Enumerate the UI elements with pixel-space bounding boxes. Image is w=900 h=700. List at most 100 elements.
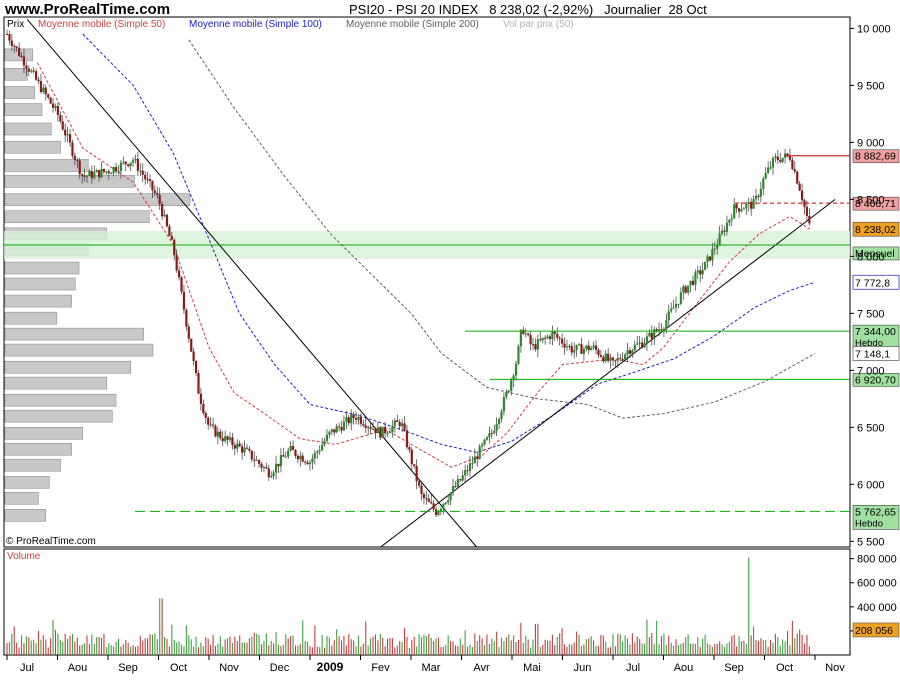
candle-body [803,200,806,207]
candle-body [248,448,251,451]
candle-body [216,431,219,437]
candle-body [796,171,799,184]
y-tick-label: 9 000 [857,137,885,149]
candle-body [691,280,695,285]
candle-body [270,476,273,478]
candle-body [742,208,745,210]
up-trendline [380,198,836,548]
volume-profile-bar [4,140,61,154]
candle-body [413,464,416,466]
candle-body [318,450,321,452]
candle-body [272,472,275,477]
candle-body [192,351,195,362]
level-tag [852,373,900,387]
candle-body [730,218,733,220]
candle-body [221,438,224,442]
x-tick-label: Sep [118,662,138,674]
volume-profile-bar [4,427,83,440]
volume-profile-bar [4,261,80,275]
candle-body [786,153,789,156]
candle-body [294,450,297,456]
candle-body [640,342,644,348]
candle-body [575,344,578,350]
candle-body [677,303,680,305]
candle-body [141,170,144,175]
candle-body [548,336,552,340]
candle-body [127,164,130,167]
candle-body [284,456,287,458]
candle-body [122,161,125,163]
ma50-line [36,62,811,468]
candle-body [313,452,316,459]
candle-body [616,358,619,361]
candle-body [308,462,312,465]
candle-body [299,455,302,460]
candle-body [599,355,602,357]
candle-body [18,47,21,56]
candle-body [90,171,93,179]
candle-body [662,328,666,331]
candle-body [638,342,641,344]
candle-body [95,170,98,173]
candle-body [253,459,256,461]
candle-body [231,437,234,446]
candle-body [134,158,137,161]
candle-body [124,161,127,165]
candle-body [265,467,268,469]
volume-profile-bar [4,175,135,188]
candle-body [287,450,290,457]
candle-body [536,339,539,350]
volume-profile-bar [4,393,117,407]
volume-profile-bar [4,277,76,291]
candle-body [447,500,450,503]
candle-body [255,460,258,462]
candle-body [384,426,387,434]
candle-body [585,345,588,349]
candle-body [381,426,384,438]
candle-body [44,87,47,95]
candle-body [350,414,353,424]
candle-body [539,339,542,341]
candle-body [459,479,462,481]
candle-body [352,414,355,419]
volume-profile-bar [4,509,47,522]
y-tick-label: 10 000 [857,23,891,35]
level-tag [852,324,900,350]
candle-body [393,420,396,426]
candle-body [330,429,333,432]
candle-body [182,291,186,310]
candle-body [655,329,658,331]
candle-body [512,375,515,380]
candle-body [289,445,292,451]
candle-body [260,463,263,468]
candle-body [88,171,91,176]
level-tag [852,246,900,261]
candle-body [54,106,57,108]
candle-body [481,444,484,447]
candle-body [609,357,612,361]
y-tick-label: 8 000 [857,251,885,263]
candle-body [257,460,261,464]
volume-tick-label: 800 000 [857,554,897,566]
candle-body [340,427,343,431]
candle-body [478,446,481,460]
candle-body [439,508,442,512]
candle-body [187,326,190,339]
level-tag-label: 6 920,70 [855,374,896,386]
price-tag [852,274,900,290]
y-tick-label: 6 000 [857,479,885,491]
candle-body [34,71,38,80]
candle-body [493,430,496,434]
volume-profile-bar [4,294,72,308]
candle-body [194,361,198,374]
candle-body [68,134,72,143]
candle-body [56,106,60,115]
candle-body [580,344,583,354]
candle-body [444,502,447,505]
period: Journalier [604,2,662,17]
candle-body [59,114,62,122]
candle-body [762,178,765,189]
candle-body [22,56,26,66]
candle-body [376,427,379,434]
